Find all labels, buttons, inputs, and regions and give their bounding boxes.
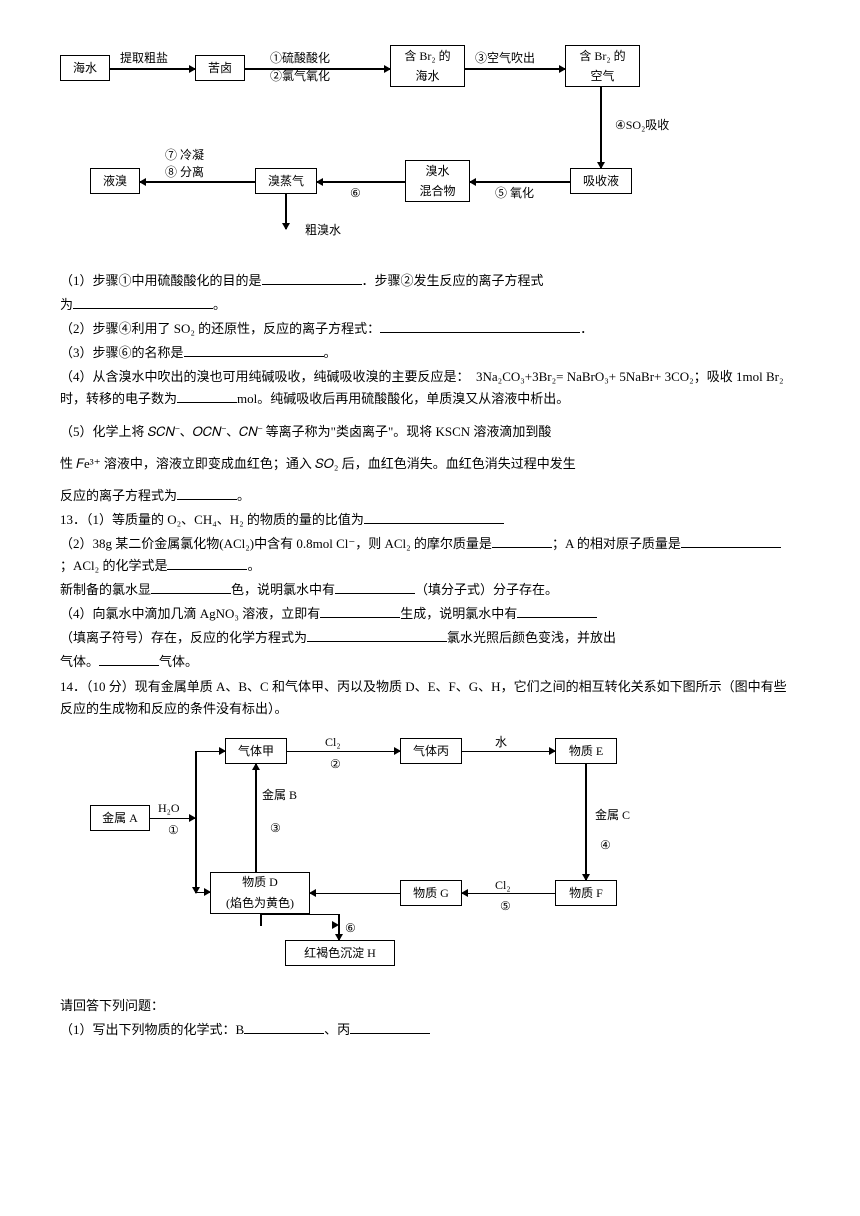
label-6: ⑥ [350, 183, 361, 203]
q14-q: 请回答下列问题： [60, 995, 790, 1017]
label-6: ⑥ [345, 918, 356, 938]
box-br2-air: 含 Br₂ 的 空气 [565, 45, 640, 87]
q1-1-text: （1）步骤①中用硫酸酸化的目的是．步骤②发生反应的离子方程式 [60, 270, 790, 292]
box-brwater-mix: 溴水 混合物 [405, 160, 470, 202]
box-metal-a: 金属 A [90, 805, 150, 831]
box-wu-e: 物质 E [555, 738, 617, 764]
box-wu-d: 物质 D (焰色为黄色) [210, 872, 310, 914]
label-5: ⑤ [500, 896, 511, 916]
box-gas-b: 气体丙 [400, 738, 462, 764]
box-bitterbrine: 苦卤 [195, 55, 245, 81]
q1-5c-text: 反应的离子方程式为。 [60, 485, 790, 507]
q13-3-text: 新制备的氯水显色，说明氯水中有（填分子式）分子存在。 [60, 579, 790, 601]
label-water: 水 [495, 732, 507, 752]
label-3: ③ [270, 818, 281, 838]
label-cl2: ②氯气氧化 [270, 66, 330, 86]
label-cl2-bot: Cl₂ [495, 875, 511, 895]
box-red-precip: 红褐色沉淀 H [285, 940, 395, 966]
label-sep: ⑧ 分离 [165, 162, 204, 182]
q1-3-text: （3）步骤⑥的名称是。 [60, 342, 790, 364]
q13-4b-text: （填离子符号）存在，反应的化学方程式为氯水光照后颜色变浅，并放出 [60, 627, 790, 649]
box-br2-seawater: 含 Br₂ 的 海水 [390, 45, 465, 87]
label-extract: 提取粗盐 [120, 48, 168, 68]
label-metal-c: 金属 C [595, 805, 630, 825]
label-2: ② [330, 754, 341, 774]
q1-5a-text: （5）化学上将 𝑆𝐶𝑁⁻、𝑂𝐶𝑁⁻、𝐶𝑁⁻ 等离子称为"类卤离子"。现将 KSC… [60, 421, 790, 443]
q14-intro: 14．（10 分）现有金属单质 A、B、C 和气体甲、丙以及物质 D、E、F、G… [60, 676, 790, 720]
label-metal-b: 金属 B [262, 785, 297, 805]
label-h2o: H₂O [158, 798, 180, 818]
q1-5b-text: 性 𝐹e³⁺ 溶液中，溶液立即变成血红色；通入 𝑆𝑂₂ 后，血红色消失。血红色消… [60, 453, 790, 475]
q13-2-text: （2）38g 某二价金属氯化物(ACl₂)中含有 0.8mol Cl⁻，则 AC… [60, 533, 790, 577]
diagram-metal-transform: 金属 A 气体甲 气体丙 物质 E 物质 D (焰色为黄色) 物质 G 物质 F… [90, 730, 790, 975]
q1-2-text: （2）步骤④利用了 SO₂ 的还原性，反应的离子方程式：． [60, 318, 790, 340]
box-absorb: 吸收液 [570, 168, 632, 194]
q1-4-text: （4）从含溴水中吹出的溴也可用纯碱吸收，纯碱吸收溴的主要反应是： 3Na₂CO₃… [60, 366, 790, 410]
box-wu-g: 物质 G [400, 880, 462, 906]
q13-4c-text: 气体。气体。 [60, 651, 790, 673]
label-so2: ④SO₂吸收 [615, 115, 669, 135]
box-br-vapor: 溴蒸气 [255, 168, 317, 194]
label-oxidize: ⑤ 氧化 [495, 183, 534, 203]
label-1: ① [168, 820, 179, 840]
box-seawater: 海水 [60, 55, 110, 81]
box-liquid-br: 液溴 [90, 168, 140, 194]
box-wu-f: 物质 F [555, 880, 617, 906]
label-crude: 粗溴水 [305, 220, 341, 240]
label-cl2-top: Cl₂ [325, 732, 341, 752]
q1-1c-text: 为。 [60, 294, 790, 316]
label-4: ④ [600, 835, 611, 855]
box-gas-j: 气体甲 [225, 738, 287, 764]
q13-1-text: 13．（1）等质量的 O₂、CH₄、H₂ 的物质的量的比值为 [60, 509, 790, 531]
diagram-bromine-extraction: 海水 苦卤 含 Br₂ 的 海水 含 Br₂ 的 空气 吸收液 溴水 混合物 溴… [60, 40, 790, 250]
label-airblow: ③空气吹出 [475, 48, 535, 68]
q14-1: （1）写出下列物质的化学式：B、丙 [60, 1019, 790, 1041]
q13-4-text: （4）向氯水中滴加几滴 AgNO₃ 溶液，立即有生成，说明氯水中有 [60, 603, 790, 625]
